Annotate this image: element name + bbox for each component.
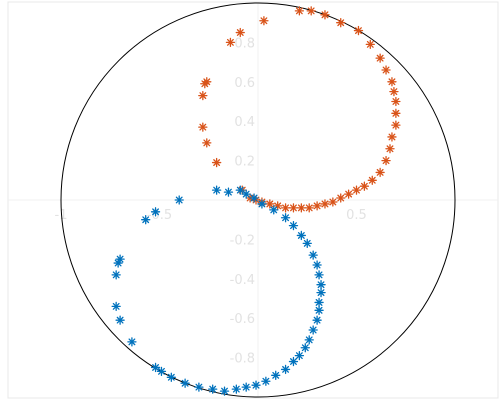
data-point: [269, 205, 279, 215]
data-point: [351, 185, 362, 195]
data-point: [389, 87, 399, 97]
y-tick-label: 0.8: [234, 36, 255, 51]
data-point: [302, 238, 312, 248]
data-point: [308, 250, 318, 260]
data-point: [113, 258, 123, 268]
data-point: [320, 199, 330, 209]
data-point: [174, 195, 184, 205]
data-point: [231, 384, 241, 394]
data-point: [296, 230, 306, 241]
data-point: [141, 215, 151, 225]
data-point: [257, 199, 267, 209]
data-point: [314, 297, 324, 308]
y-tick-label: 0.4: [234, 115, 255, 130]
data-point: [202, 138, 212, 148]
data-point: [306, 6, 316, 16]
data-point: [387, 132, 397, 142]
data-point: [314, 305, 324, 315]
data-point: [365, 39, 375, 50]
data-point: [314, 270, 324, 280]
series-1: [111, 185, 326, 396]
data-point: [235, 27, 245, 38]
data-point: [156, 366, 167, 377]
series-0: [198, 6, 401, 213]
y-tick-label: -0.8: [230, 352, 255, 367]
data-point: [211, 157, 222, 168]
data-point: [261, 376, 271, 386]
data-point: [288, 203, 299, 213]
data-point: [200, 79, 210, 89]
y-tick-label: -0.2: [230, 233, 255, 248]
data-point: [223, 187, 234, 197]
data-point: [265, 199, 275, 209]
data-point: [304, 335, 314, 345]
data-point: [249, 193, 259, 203]
data-point: [111, 301, 121, 312]
data-point: [316, 280, 326, 290]
data-point: [296, 203, 306, 213]
data-point: [367, 175, 377, 185]
data-point: [336, 193, 346, 203]
data-point: [280, 364, 291, 375]
data-point: [391, 96, 401, 107]
data-point: [127, 337, 137, 347]
data-point: [381, 65, 391, 75]
data-point: [304, 203, 314, 213]
data-point: [288, 356, 299, 367]
data-point: [241, 382, 251, 392]
data-point: [336, 18, 346, 28]
data-point: [294, 350, 305, 361]
x-tick-label: -1: [55, 208, 68, 223]
data-point: [180, 378, 190, 388]
data-point: [343, 189, 354, 199]
data-point: [294, 6, 305, 16]
data-point: [381, 155, 391, 166]
data-point: [115, 315, 125, 325]
data-point: [280, 213, 291, 223]
data-point: [280, 203, 291, 213]
x-tick-label: 0.5: [346, 208, 367, 223]
data-point: [194, 382, 204, 392]
data-point: [251, 380, 261, 390]
data-point: [259, 16, 269, 26]
data-point: [320, 10, 330, 20]
data-point: [391, 120, 401, 130]
data-point: [387, 77, 397, 87]
data-point: [150, 362, 161, 373]
y-tick-label: -0.4: [230, 273, 255, 288]
data-point: [375, 53, 385, 63]
data-point: [225, 37, 236, 48]
data-point: [235, 185, 245, 195]
data-point: [308, 325, 318, 335]
data-point: [316, 287, 326, 298]
data-point: [288, 220, 299, 231]
data-point: [353, 25, 364, 36]
y-tick-label: -0.6: [230, 312, 255, 327]
data-point: [328, 197, 338, 207]
data-point: [198, 122, 208, 132]
data-point: [359, 181, 370, 191]
data-point: [219, 386, 230, 396]
data-point: [312, 201, 322, 211]
data-point: [312, 315, 322, 325]
data-point: [241, 189, 251, 199]
data-point: [198, 90, 208, 101]
data-point: [208, 384, 218, 394]
x-tick-label: -0.5: [147, 208, 172, 223]
data-point: [150, 207, 161, 217]
data-point: [300, 343, 310, 353]
data-point: [166, 372, 176, 382]
data-point: [385, 144, 395, 154]
y-tick-label: 0.6: [234, 76, 255, 91]
unit-circle: [60, 2, 456, 398]
data-point: [111, 270, 121, 280]
data-series: [111, 6, 401, 396]
data-point: [391, 108, 401, 118]
data-point: [375, 167, 385, 178]
y-tick-label: 0.2: [234, 155, 255, 170]
data-point: [312, 260, 322, 270]
data-point: [271, 370, 281, 380]
data-point: [211, 185, 222, 195]
